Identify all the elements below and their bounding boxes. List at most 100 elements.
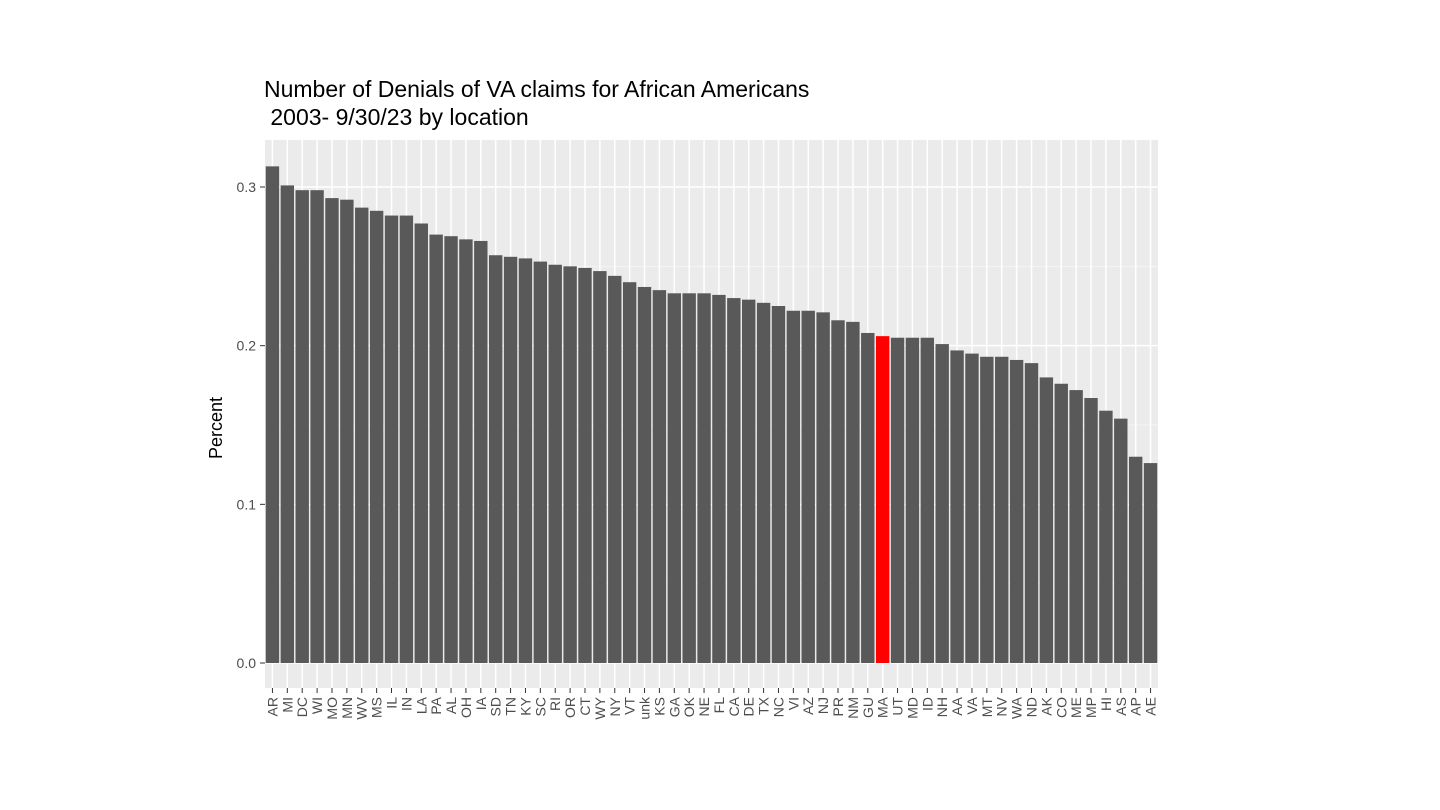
- bar-ky: [518, 258, 533, 663]
- x-tick-label: VT: [622, 697, 638, 715]
- y-tick-label: 0.0: [237, 655, 257, 671]
- x-tick-label: NE: [696, 697, 712, 716]
- x-tick-label: OH: [458, 697, 474, 718]
- bar-ia: [474, 240, 488, 664]
- bar-nh: [935, 344, 949, 663]
- x-tick-label: PA: [428, 696, 444, 714]
- bar-tx: [756, 302, 771, 663]
- x-tick-label: GA: [666, 696, 682, 717]
- x-tick-label: DC: [294, 697, 310, 717]
- x-tick-label: IL: [384, 697, 400, 709]
- bar-oh: [459, 239, 473, 664]
- bar-md: [905, 337, 920, 663]
- x-tick-label: KS: [651, 697, 667, 716]
- plot-area: 0.0 0.1 0.2 0.3 ARMIDCWIMOMNWVMSILINLAPAALOH…: [237, 140, 1159, 720]
- x-tick-label: AR: [264, 697, 280, 716]
- bar-pr: [831, 320, 845, 663]
- x-tick-label: PR: [830, 697, 846, 716]
- bar-ga: [667, 293, 681, 663]
- x-tick-label: IA: [473, 696, 489, 710]
- plot-panel: [265, 140, 1158, 688]
- bar-vt: [622, 282, 637, 663]
- bar-nj: [816, 312, 830, 663]
- bar-ms: [369, 210, 384, 664]
- x-tick-label: LA: [413, 696, 429, 714]
- bar-id: [920, 337, 935, 663]
- x-tick-label: AP: [1128, 697, 1144, 716]
- bar-fl: [712, 294, 726, 663]
- x-tick-label: MI: [279, 697, 295, 713]
- x-tick-label: CA: [726, 696, 742, 716]
- x-tick-label: MD: [904, 697, 920, 719]
- bar-wy: [593, 271, 607, 663]
- bar-ne: [697, 293, 711, 663]
- bar-aa: [950, 350, 964, 663]
- bar-ri: [548, 264, 562, 663]
- bar-ap: [1128, 456, 1143, 663]
- x-tick-label: SC: [532, 697, 548, 716]
- bar-va: [965, 353, 979, 663]
- bar-vi: [786, 310, 801, 663]
- x-tick-label: RI: [547, 697, 563, 711]
- x-tick-label: WI: [309, 697, 325, 714]
- x-tick-label: AZ: [800, 697, 816, 715]
- bar-pa: [429, 234, 443, 663]
- bar-ca: [727, 298, 741, 663]
- bar-mi: [280, 185, 295, 663]
- bar-co: [1054, 383, 1068, 663]
- bar-tn: [503, 256, 518, 663]
- bar-sc: [533, 261, 548, 663]
- x-tick-label: AK: [1038, 696, 1054, 715]
- bar-or: [563, 266, 577, 663]
- x-tick-label: CO: [1053, 697, 1069, 718]
- bar-hi: [1099, 410, 1113, 663]
- chart-subtitle: 2003- 9/30/23 by location: [264, 104, 529, 130]
- bar-as: [1114, 418, 1128, 663]
- x-tick-label: TX: [756, 696, 772, 715]
- bar-ks: [652, 290, 667, 663]
- bar-al: [444, 236, 458, 664]
- y-tick-label: 0.2: [237, 338, 257, 354]
- bar-il: [384, 215, 399, 663]
- chart-title: Number of Denials of VA claims for Afric…: [264, 76, 809, 102]
- y-tick-label: 0.3: [237, 179, 257, 195]
- bar-unk: [637, 286, 652, 663]
- x-tick-label: NH: [934, 697, 950, 717]
- x-tick-label: WV: [354, 696, 370, 719]
- bar-ae: [1143, 463, 1158, 663]
- bar-az: [801, 310, 815, 663]
- bar-mt: [980, 356, 994, 663]
- x-tick-label: NC: [770, 697, 786, 717]
- bar-de: [742, 299, 756, 663]
- x-tick-label: SD: [488, 697, 504, 716]
- x-tick-label: HI: [1098, 697, 1114, 711]
- bar-wi: [310, 190, 324, 663]
- y-tick-label: 0.1: [237, 496, 257, 512]
- x-tick-label: MA: [875, 696, 891, 718]
- x-tick-label: FL: [711, 697, 727, 714]
- x-tick-label: ND: [1023, 697, 1039, 717]
- x-tick-label: WA: [1009, 696, 1025, 719]
- bar-sd: [488, 255, 503, 663]
- bar-ak: [1039, 377, 1054, 663]
- x-tick-label: NV: [994, 696, 1010, 716]
- bar-wv: [355, 207, 369, 664]
- bar-me: [1069, 390, 1083, 663]
- x-tick-label: CT: [577, 697, 593, 716]
- bar-ma: [875, 336, 890, 663]
- bar-mo: [325, 198, 339, 663]
- bar-dc: [295, 190, 309, 663]
- bar-mp: [1084, 398, 1098, 663]
- x-tick-label: NM: [845, 697, 861, 719]
- x-tick-label: WY: [592, 696, 608, 719]
- x-tick-label: unk: [637, 696, 653, 720]
- x-tick-label: OK: [681, 696, 697, 717]
- bar-ok: [682, 293, 696, 663]
- bar-ar: [265, 166, 280, 663]
- x-tick-label: VA: [964, 696, 980, 714]
- bar-la: [414, 223, 428, 663]
- bar-gu: [861, 332, 875, 663]
- x-tick-label: AS: [1113, 697, 1129, 716]
- x-tick-label: AA: [949, 696, 965, 715]
- bar-in: [399, 215, 414, 663]
